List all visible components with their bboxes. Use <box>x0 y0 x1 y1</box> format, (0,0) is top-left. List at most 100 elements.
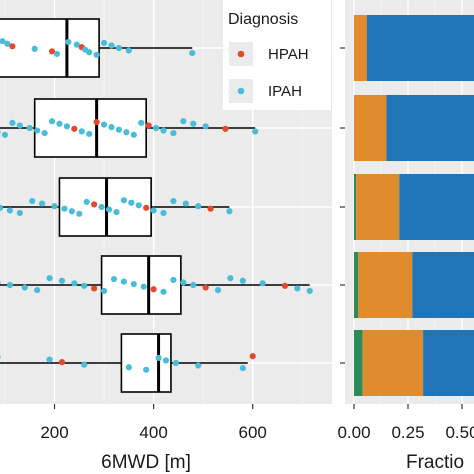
bar-segment <box>412 252 474 318</box>
data-point <box>130 281 137 288</box>
data-point <box>190 281 197 289</box>
data-point <box>68 208 75 215</box>
data-point <box>227 275 234 282</box>
data-point <box>130 131 137 138</box>
fraction-x-tick-label: 0.25 <box>391 423 424 442</box>
fraction-panel-y-ticks <box>340 47 345 364</box>
data-point <box>160 288 167 295</box>
data-point <box>73 41 80 48</box>
fraction-x-tick-label: 0.00 <box>337 423 370 442</box>
bar-segment <box>356 174 400 240</box>
data-point <box>56 120 63 127</box>
data-point <box>1 131 9 138</box>
data-point <box>123 129 130 136</box>
data-point <box>9 119 16 126</box>
data-point <box>81 361 88 368</box>
data-point <box>51 203 58 210</box>
data-point <box>98 203 105 211</box>
data-point <box>190 120 197 127</box>
data-point <box>100 39 108 47</box>
data-point <box>26 124 33 132</box>
data-point <box>48 118 56 125</box>
data-point <box>58 277 66 284</box>
x-tick-label: 200 <box>40 423 68 442</box>
bar-segment <box>362 330 424 396</box>
data-point <box>100 121 108 128</box>
data-point <box>182 200 189 207</box>
data-point <box>202 284 209 291</box>
data-point <box>93 51 100 58</box>
data-point <box>294 285 301 292</box>
data-point <box>162 357 170 364</box>
data-point <box>29 197 36 205</box>
data-point <box>115 44 123 52</box>
bar-segment <box>354 252 359 318</box>
bar-segment <box>358 252 413 318</box>
data-point <box>145 122 152 129</box>
legend-swatch-ipah <box>237 87 245 95</box>
fraction-x-axis-label: Fractio <box>406 452 464 473</box>
data-point <box>34 287 41 294</box>
fraction-x-tick-label: 0.50 <box>445 423 474 442</box>
data-point <box>306 287 313 295</box>
data-point <box>110 275 118 283</box>
data-point <box>39 200 46 207</box>
data-point <box>93 118 100 126</box>
data-point <box>48 48 56 55</box>
data-point <box>214 287 222 294</box>
bar-segment <box>366 15 474 81</box>
data-point <box>9 43 16 50</box>
legend: Diagnosis HPAH IPAH <box>223 0 331 110</box>
data-point <box>53 50 61 58</box>
data-point <box>128 199 135 206</box>
x-tick-label: 600 <box>239 423 267 442</box>
data-point <box>120 197 127 204</box>
data-point <box>120 278 127 285</box>
x-axis-ticks: 200 400 600 <box>40 404 267 442</box>
data-point <box>143 204 150 211</box>
data-point <box>105 206 113 213</box>
data-point <box>252 128 259 135</box>
data-point <box>16 122 23 129</box>
data-point <box>170 276 177 283</box>
data-point <box>195 362 202 369</box>
bar-segment <box>423 330 474 396</box>
data-point <box>100 287 108 295</box>
data-point <box>21 284 28 291</box>
data-point <box>281 282 289 289</box>
data-point <box>226 208 233 215</box>
data-point <box>46 356 53 363</box>
data-point <box>108 42 115 49</box>
data-point <box>180 118 187 125</box>
data-point <box>195 203 202 210</box>
data-point <box>0 204 4 211</box>
legend-label-ipah: IPAH <box>268 83 302 100</box>
data-point <box>189 50 196 57</box>
data-point <box>207 205 214 212</box>
data-point <box>108 124 115 131</box>
data-point <box>65 38 72 46</box>
data-point <box>41 130 48 137</box>
data-point <box>202 123 209 130</box>
data-point <box>143 366 150 373</box>
data-point <box>239 277 246 284</box>
data-point <box>34 127 41 134</box>
data-point <box>152 124 160 132</box>
data-point <box>58 359 66 366</box>
data-point <box>0 130 1 135</box>
data-point <box>150 207 157 214</box>
data-point <box>249 353 256 360</box>
data-point <box>125 364 132 371</box>
data-point <box>46 275 53 282</box>
data-point <box>150 286 157 293</box>
data-point <box>63 123 70 130</box>
data-point <box>16 209 23 217</box>
data-point <box>0 355 1 359</box>
data-point <box>170 197 177 205</box>
data-point <box>78 128 85 135</box>
data-point <box>0 38 6 45</box>
data-point <box>0 280 1 285</box>
data-point <box>239 365 246 372</box>
bar-segment <box>354 15 367 81</box>
jitter-points <box>0 38 313 373</box>
